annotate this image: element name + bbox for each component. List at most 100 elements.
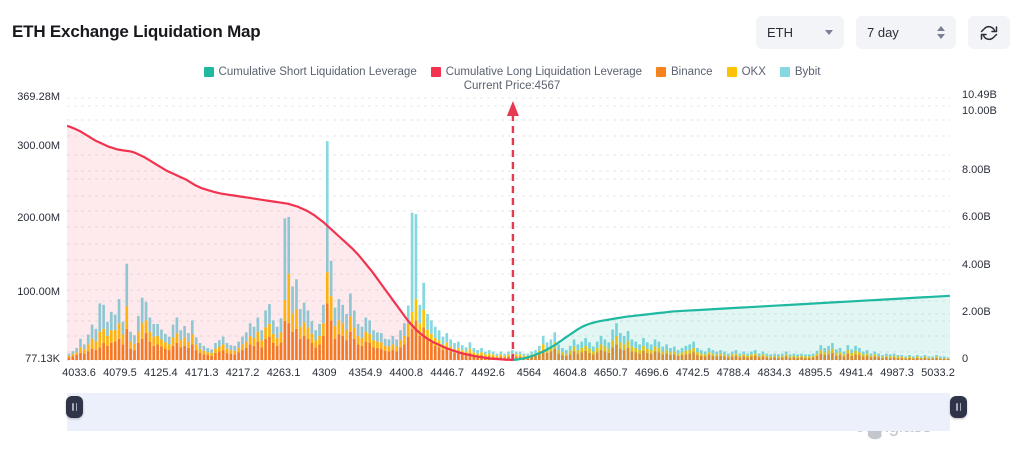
bar-segment-bybit[interactable] xyxy=(152,323,156,337)
bar-segment-bybit[interactable] xyxy=(800,353,803,356)
bar-segment-bybit[interactable] xyxy=(194,337,198,345)
bar-segment-okx[interactable] xyxy=(618,342,622,349)
bar-segment-okx[interactable] xyxy=(753,353,757,356)
bar-segment-bybit[interactable] xyxy=(665,344,668,351)
bar-segment-bybit[interactable] xyxy=(669,347,672,353)
bar-segment-binance[interactable] xyxy=(734,355,738,360)
bar-segment-bybit[interactable] xyxy=(275,326,279,339)
bar-segment-binance[interactable] xyxy=(858,355,861,360)
bar-segment-okx[interactable] xyxy=(669,352,672,356)
bar-segment-bybit[interactable] xyxy=(441,336,445,345)
bar-segment-bybit[interactable] xyxy=(511,350,514,354)
bar-segment-binance[interactable] xyxy=(79,352,82,360)
bar-segment-okx[interactable] xyxy=(217,346,221,352)
bar-segment-okx[interactable] xyxy=(283,299,287,322)
bar-segment-binance[interactable] xyxy=(657,352,661,360)
bar-segment-okx[interactable] xyxy=(746,355,749,358)
bar-segment-okx[interactable] xyxy=(719,353,722,356)
bar-segment-bybit[interactable] xyxy=(761,351,765,355)
bar-segment-okx[interactable] xyxy=(939,357,942,359)
bar-segment-binance[interactable] xyxy=(723,356,726,360)
bar-segment-bybit[interactable] xyxy=(244,332,248,342)
bar-segment-binance[interactable] xyxy=(137,343,140,360)
bar-segment-bybit[interactable] xyxy=(279,318,283,333)
bar-segment-okx[interactable] xyxy=(125,306,129,329)
range-slider-track[interactable] xyxy=(67,393,950,431)
bar-segment-bybit[interactable] xyxy=(545,342,549,349)
bar-segment-okx[interactable] xyxy=(595,347,599,353)
bar-segment-bybit[interactable] xyxy=(391,335,395,345)
bar-segment-okx[interactable] xyxy=(260,340,264,348)
bar-segment-binance[interactable] xyxy=(788,357,792,360)
bar-segment-bybit[interactable] xyxy=(769,354,773,357)
bar-segment-okx[interactable] xyxy=(418,323,422,336)
bar-segment-bybit[interactable] xyxy=(414,214,418,300)
bar-segment-binance[interactable] xyxy=(233,354,237,360)
bar-segment-okx[interactable] xyxy=(225,348,229,353)
bar-segment-binance[interactable] xyxy=(244,347,248,360)
bar-segment-binance[interactable] xyxy=(110,343,113,360)
bar-segment-okx[interactable] xyxy=(885,355,888,358)
bar-segment-bybit[interactable] xyxy=(672,346,676,352)
bar-segment-bybit[interactable] xyxy=(368,320,372,334)
bar-segment-bybit[interactable] xyxy=(495,353,499,356)
legend-item[interactable]: Binance xyxy=(656,66,713,78)
bar-segment-okx[interactable] xyxy=(206,352,210,356)
bar-segment-binance[interactable] xyxy=(634,352,638,360)
bar-segment-bybit[interactable] xyxy=(252,326,256,339)
period-select[interactable]: 7 day xyxy=(856,16,956,49)
bar-segment-okx[interactable] xyxy=(426,329,429,341)
bar-segment-bybit[interactable] xyxy=(773,353,776,356)
bar-segment-bybit[interactable] xyxy=(638,344,641,351)
bar-segment-bybit[interactable] xyxy=(626,330,630,341)
bar-segment-okx[interactable] xyxy=(79,347,82,353)
bar-segment-binance[interactable] xyxy=(703,356,707,360)
bar-segment-binance[interactable] xyxy=(838,355,842,360)
bar-segment-binance[interactable] xyxy=(780,357,784,360)
bar-segment-binance[interactable] xyxy=(214,352,217,360)
bar-segment-binance[interactable] xyxy=(815,355,819,360)
bar-segment-bybit[interactable] xyxy=(372,330,375,341)
bar-segment-okx[interactable] xyxy=(696,352,699,356)
bar-segment-bybit[interactable] xyxy=(67,353,71,356)
bar-segment-binance[interactable] xyxy=(846,353,850,360)
bar-segment-binance[interactable] xyxy=(873,356,877,360)
bar-segment-bybit[interactable] xyxy=(615,323,618,336)
bar-segment-bybit[interactable] xyxy=(86,334,90,345)
bar-segment-okx[interactable] xyxy=(888,356,892,358)
bar-segment-binance[interactable] xyxy=(98,347,102,360)
bar-segment-binance[interactable] xyxy=(599,350,603,360)
bar-segment-bybit[interactable] xyxy=(133,335,136,344)
bar-segment-binance[interactable] xyxy=(769,357,773,360)
bar-segment-bybit[interactable] xyxy=(295,279,298,310)
bar-segment-bybit[interactable] xyxy=(121,321,125,335)
bar-segment-bybit[interactable] xyxy=(148,317,152,332)
bar-segment-binance[interactable] xyxy=(364,341,368,360)
bar-segment-binance[interactable] xyxy=(71,356,75,360)
bar-segment-okx[interactable] xyxy=(738,355,742,358)
bar-segment-bybit[interactable] xyxy=(410,212,414,312)
bar-segment-bybit[interactable] xyxy=(607,342,611,349)
bar-segment-okx[interactable] xyxy=(237,347,240,353)
bar-segment-binance[interactable] xyxy=(318,344,321,360)
bar-segment-okx[interactable] xyxy=(298,326,302,339)
bar-segment-binance[interactable] xyxy=(279,342,283,360)
bar-segment-okx[interactable] xyxy=(522,355,526,358)
bar-segment-binance[interactable] xyxy=(753,355,757,360)
bar-segment-okx[interactable] xyxy=(742,354,746,357)
bar-segment-binance[interactable] xyxy=(190,344,194,360)
bar-segment-okx[interactable] xyxy=(707,352,711,356)
bar-segment-bybit[interactable] xyxy=(187,333,190,342)
bar-segment-okx[interactable] xyxy=(942,357,946,359)
bar-segment-okx[interactable] xyxy=(221,344,225,351)
bar-segment-binance[interactable] xyxy=(217,351,221,361)
bar-segment-okx[interactable] xyxy=(194,344,198,351)
bar-segment-binance[interactable] xyxy=(271,343,275,360)
bar-segment-bybit[interactable] xyxy=(526,353,530,356)
bar-segment-binance[interactable] xyxy=(287,323,291,360)
bar-segment-binance[interactable] xyxy=(565,355,568,360)
bar-segment-binance[interactable] xyxy=(676,355,680,360)
bar-segment-okx[interactable] xyxy=(167,344,171,351)
bar-segment-okx[interactable] xyxy=(896,356,900,358)
bar-segment-bybit[interactable] xyxy=(561,347,564,353)
